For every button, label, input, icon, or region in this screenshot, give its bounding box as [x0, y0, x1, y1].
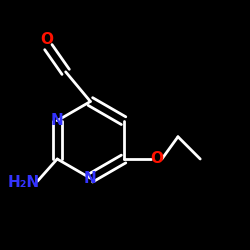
Text: N: N [84, 171, 97, 186]
Text: O: O [150, 152, 164, 166]
Text: N: N [51, 113, 64, 128]
Text: O: O [40, 32, 53, 47]
Text: H₂N: H₂N [8, 175, 40, 190]
